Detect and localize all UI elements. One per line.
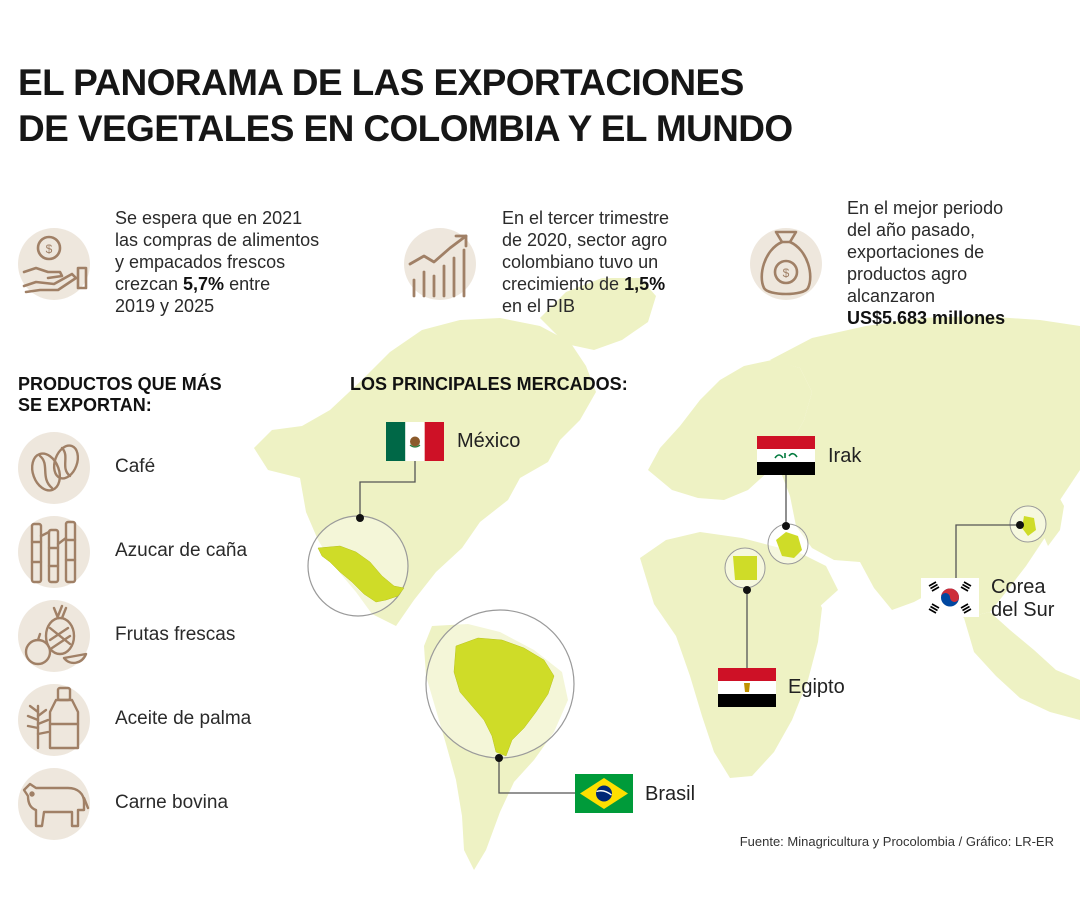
- country-label-brazil: Brasil: [645, 783, 696, 805]
- stat-line: crezcan 5,7% entre: [115, 273, 319, 295]
- mexico-dot: [356, 514, 364, 522]
- arabia-landmass: [770, 548, 838, 608]
- stat-line: las compras de alimentos: [115, 230, 320, 250]
- product-label-aceite: Aceite de palma: [115, 708, 252, 729]
- stat-highlight: US$5.683 millones: [847, 308, 1006, 328]
- stat-line: de 2020, sector agro: [502, 230, 668, 250]
- southeast-asia-landmass: [964, 612, 1080, 720]
- brazil-dot: [495, 754, 503, 762]
- connector-dots: [356, 514, 1024, 762]
- brazil-connector: [498, 758, 575, 794]
- title-line-1: EL PANORAMA DE LAS EXPORTACIONES: [18, 62, 744, 103]
- country-label-mexico: México: [457, 430, 521, 452]
- stat-line: crecimiento de 1,5%: [502, 273, 669, 295]
- stat-line: productos agro: [847, 264, 968, 284]
- country-label-line: del Sur: [991, 599, 1055, 621]
- alaska-landmass: [254, 426, 302, 478]
- iraq-flag-icon: [757, 436, 815, 475]
- svg-text:$: $: [783, 266, 790, 280]
- stat-line: En el mejor periodo: [847, 198, 1004, 218]
- stat-purchases-growth: Se espera que en 2021 las compras de ali…: [115, 207, 319, 317]
- country-label-line: Corea: [991, 576, 1046, 598]
- mexico-flag-icon: [386, 422, 444, 461]
- sugar-cane-icon: [18, 516, 90, 588]
- stat-line: y empacados frescos: [115, 252, 286, 272]
- hand-coin-icon: $: [18, 228, 90, 300]
- title-line-2: DE VEGETALES EN COLOMBIA Y EL MUNDO: [18, 108, 793, 149]
- connector-lines: [359, 460, 1020, 794]
- products-title-line: PRODUCTOS QUE MÁS: [18, 374, 222, 394]
- brazil-flag-icon: [575, 774, 633, 813]
- source-credit: Fuente: Minagricultura y Procolombia / G…: [739, 834, 1054, 849]
- stat-highlight: 5,7%: [183, 274, 225, 294]
- stat-gdp-growth: En el tercer trimestre de 2020, sector a…: [502, 207, 669, 317]
- north-america-landmass: [290, 318, 596, 626]
- fruits-icon: [18, 600, 90, 672]
- product-label-azucar: Azucar de caña: [115, 540, 248, 561]
- country-label-south-korea: Corea del Sur: [991, 576, 1054, 622]
- iraq-shape: [776, 532, 802, 558]
- korea-dot: [1016, 521, 1024, 529]
- svg-text:$: $: [46, 242, 53, 256]
- africa-landmass: [640, 532, 822, 778]
- stat-line: del año pasado,: [847, 220, 976, 240]
- country-label-egypt: Egipto: [788, 676, 845, 698]
- product-label-frutas: Frutas frescas: [115, 624, 236, 645]
- palm-oil-bottle-icon: [18, 684, 90, 756]
- product-label-carne: Carne bovina: [115, 792, 229, 813]
- iraq-dot: [782, 522, 790, 530]
- mexico-connector: [359, 460, 416, 518]
- brazil-shape: [453, 637, 555, 757]
- stat-highlight: 1,5%: [624, 274, 666, 294]
- japan-landmass: [1040, 488, 1064, 546]
- south-korea-flag-icon: [921, 578, 979, 617]
- stat-text: entre: [224, 274, 271, 294]
- stat-line: En el tercer trimestre: [502, 208, 670, 228]
- country-label-iraq: Irak: [828, 445, 862, 467]
- stat-text: crezcan: [115, 274, 184, 294]
- egypt-flag-icon: [718, 668, 776, 707]
- stat-line: exportaciones de: [847, 242, 985, 262]
- stat-line: 2019 y 2025: [115, 296, 215, 316]
- stat-line: Se espera que en 2021: [115, 208, 303, 228]
- korea-shape: [1022, 516, 1036, 536]
- stat-line: en el PIB: [502, 296, 576, 316]
- greenland-landmass: [540, 278, 656, 350]
- korea-connector: [955, 524, 1020, 588]
- cow-icon: [18, 768, 90, 840]
- money-bag-icon: $: [750, 228, 822, 300]
- stat-line: colombiano tuvo un: [502, 252, 659, 272]
- products-title-line: SE EXPORTAN:: [18, 395, 152, 415]
- egypt-shape: [733, 556, 757, 580]
- markets-title: LOS PRINCIPALES MERCADOS:: [350, 374, 628, 394]
- stat-line: US$5.683 millones: [847, 307, 1005, 329]
- products-title: PRODUCTOS QUE MÁS SE EXPORTAN:: [18, 374, 222, 416]
- asia-landmass: [770, 316, 1080, 618]
- coffee-bean-icon: [18, 432, 90, 504]
- product-label-cafe: Café: [115, 456, 156, 477]
- page-title: EL PANORAMA DE LAS EXPORTACIONES DE VEGE…: [18, 60, 793, 152]
- growth-chart-icon: [404, 228, 476, 300]
- egypt-dot: [743, 586, 751, 594]
- stat-text: crecimiento de: [502, 274, 625, 294]
- stat-agro-exports: En el mejor periodo del año pasado, expo…: [847, 197, 1005, 329]
- stat-line: alcanzaron: [847, 286, 936, 306]
- mexico-shape: [317, 545, 405, 603]
